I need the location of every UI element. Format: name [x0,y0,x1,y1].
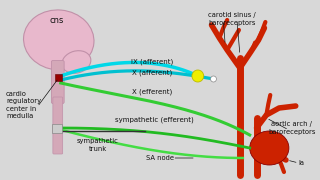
Text: X (afferent): X (afferent) [132,70,172,76]
Text: SA node: SA node [146,155,174,161]
Text: la: la [299,160,305,166]
Ellipse shape [24,10,94,70]
Circle shape [192,70,204,82]
Text: sympathetic (efferent): sympathetic (efferent) [115,117,194,123]
Text: sympathetic
trunk: sympathetic trunk [77,138,119,152]
Ellipse shape [62,51,91,73]
Text: carotid sinus /
baroreceptors: carotid sinus / baroreceptors [208,12,256,26]
Bar [55,74,62,81]
Bar [52,124,62,133]
Text: cns: cns [50,15,64,24]
FancyBboxPatch shape [52,60,64,104]
FancyBboxPatch shape [53,97,63,154]
Circle shape [211,76,216,82]
Ellipse shape [250,131,289,165]
Text: aortic arch /
baroreceptors: aortic arch / baroreceptors [268,121,316,135]
Text: X (efferent): X (efferent) [132,89,172,95]
Text: cardio
regulatory
center in
medulla: cardio regulatory center in medulla [6,91,41,119]
Text: IX (afferent): IX (afferent) [131,59,173,65]
